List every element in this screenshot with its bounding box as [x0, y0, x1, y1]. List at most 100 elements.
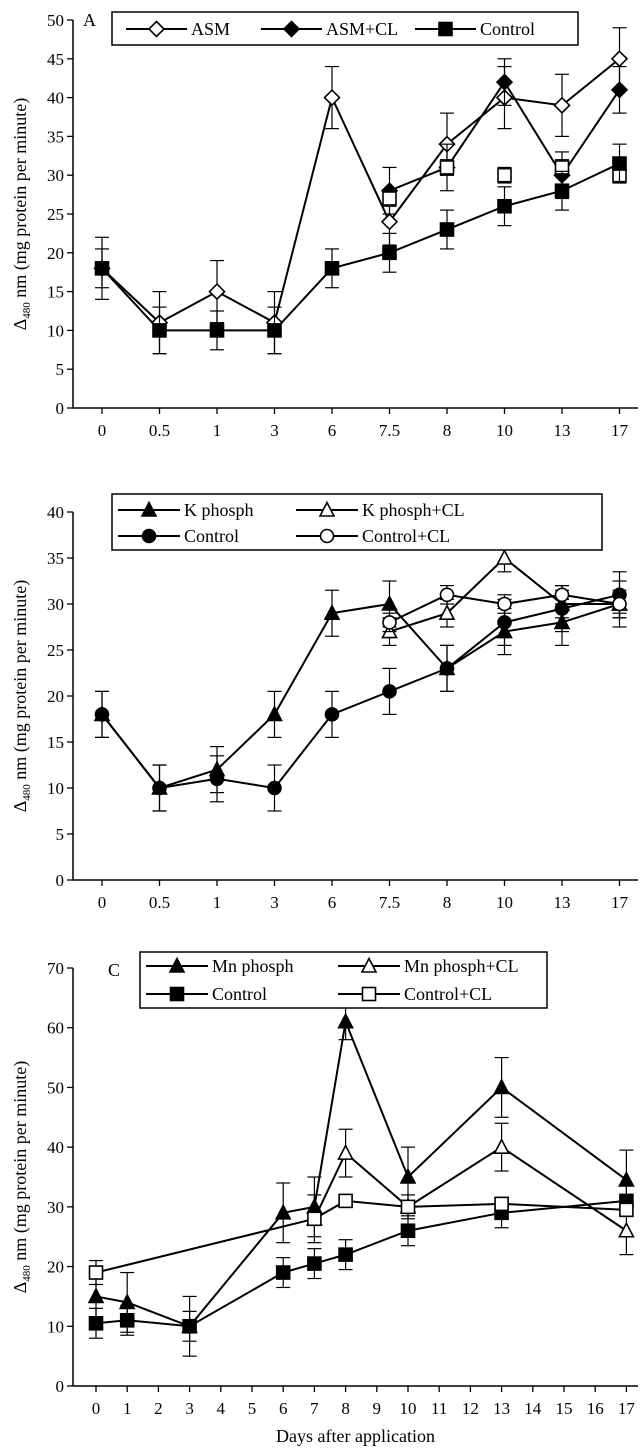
- data-point: [382, 615, 397, 630]
- data-point: [267, 323, 282, 338]
- data-point: [382, 684, 397, 699]
- x-tick-label: 10: [496, 893, 513, 912]
- data-point: [152, 323, 167, 338]
- legend-marker: [169, 986, 185, 1002]
- y-tick-label: 5: [56, 825, 65, 844]
- y-tick-label: 10: [47, 1317, 64, 1336]
- data-point: [94, 707, 110, 722]
- data-point: [438, 603, 456, 621]
- data-point: [267, 780, 282, 796]
- legend-marker: [282, 20, 301, 38]
- data-point: [618, 1170, 635, 1187]
- legend-label: K phosph+CL: [362, 500, 465, 520]
- x-tick-label: 0.5: [149, 421, 170, 440]
- x-tick-label: 17: [618, 1399, 636, 1418]
- y-tick-label: 40: [47, 1138, 64, 1157]
- x-tick-label: 7.5: [379, 893, 400, 912]
- y-axis-label-rest: nm (mg protein per minute): [10, 98, 31, 302]
- x-tick-label: 8: [443, 421, 452, 440]
- x-tick-label: 0: [92, 1399, 101, 1418]
- series-asm: [93, 27, 629, 355]
- legend-label: Control: [212, 984, 267, 1004]
- x-tick-label: 6: [279, 1399, 288, 1418]
- data-point: [497, 615, 512, 630]
- series-line: [95, 1018, 627, 1328]
- data-point: [612, 156, 627, 171]
- series-control: [94, 571, 627, 812]
- data-point: [307, 1211, 322, 1227]
- data-point: [307, 1256, 322, 1271]
- x-tick-label: 7.5: [379, 421, 400, 440]
- legend-marker: [168, 956, 186, 973]
- data-point: [400, 1223, 416, 1239]
- x-tick-label: 3: [270, 421, 279, 440]
- data-point: [554, 183, 570, 199]
- data-point: [275, 1265, 291, 1280]
- y-tick-label: 70: [47, 959, 64, 978]
- y-tick-label: 0: [56, 1377, 65, 1396]
- x-tick-label: 16: [587, 1399, 604, 1418]
- data-point: [380, 213, 399, 231]
- data-point: [439, 222, 455, 237]
- legend-label: ASM: [191, 19, 230, 39]
- legend-marker: [361, 986, 377, 1002]
- y-tick-label: 15: [47, 283, 64, 302]
- data-point: [323, 88, 341, 107]
- data-point: [88, 1265, 104, 1280]
- series-unnamed: [382, 159, 627, 207]
- x-tick-label: 9: [373, 1399, 382, 1418]
- data-point: [338, 1247, 353, 1262]
- data-point: [439, 661, 455, 676]
- data-point: [337, 1012, 354, 1029]
- data-point: [94, 261, 110, 276]
- data-point: [324, 707, 340, 722]
- legend-marker: [147, 20, 166, 38]
- legend-label: ASM+CL: [326, 19, 398, 39]
- series-line: [101, 593, 620, 790]
- x-tick-label: 11: [431, 1399, 447, 1418]
- x-tick-label: 12: [462, 1399, 479, 1418]
- x-tick-label: 4: [217, 1399, 226, 1418]
- x-tick-label: 15: [556, 1399, 573, 1418]
- legend-box: [111, 11, 579, 46]
- x-tick-label: 1: [213, 421, 222, 440]
- data-point: [274, 1203, 292, 1220]
- legend: ASM ASM+CL Control: [111, 11, 579, 46]
- legend-box: [111, 493, 603, 551]
- data-point: [553, 96, 571, 114]
- series-k-phosph: [93, 580, 628, 812]
- y-tick-label: 10: [47, 321, 64, 340]
- series-line: [95, 1199, 627, 1328]
- data-point: [88, 1316, 104, 1331]
- x-tick-label: 8: [341, 1399, 350, 1418]
- data-point: [381, 594, 398, 611]
- legend-label: Mn phosph+CL: [404, 956, 519, 976]
- legend-label: Control+CL: [362, 526, 450, 546]
- data-point: [399, 1167, 417, 1184]
- legend: K phosph K phosph+CL Control Control+CL: [111, 493, 603, 551]
- y-tick-label: 30: [47, 166, 64, 185]
- x-tick-label: 17: [611, 421, 629, 440]
- y-tick-label: 30: [47, 595, 64, 614]
- legend-label: Mn phosph: [212, 956, 294, 976]
- legend-box: [139, 951, 548, 1009]
- y-axis-label: Δ480 nm (mg protein per minute): [10, 1061, 33, 1294]
- data-point: [323, 603, 341, 621]
- series-line: [101, 58, 621, 325]
- x-tick-label: 17: [611, 893, 629, 912]
- y-tick-label: 20: [47, 1258, 64, 1277]
- data-point: [87, 1287, 105, 1304]
- data-point: [554, 587, 570, 603]
- y-tick-label: 60: [47, 1019, 64, 1038]
- data-point: [493, 1137, 510, 1154]
- x-tick-label: 10: [496, 421, 513, 440]
- series-control: [94, 143, 627, 355]
- y-tick-label: 20: [47, 244, 64, 263]
- series-line: [101, 162, 620, 332]
- y-tick-label: 40: [47, 503, 64, 522]
- y-axis-label-main: Δ: [10, 1282, 30, 1294]
- y-tick-label: 30: [47, 1198, 64, 1217]
- legend-label: Control+CL: [404, 984, 492, 1004]
- data-point: [382, 245, 397, 261]
